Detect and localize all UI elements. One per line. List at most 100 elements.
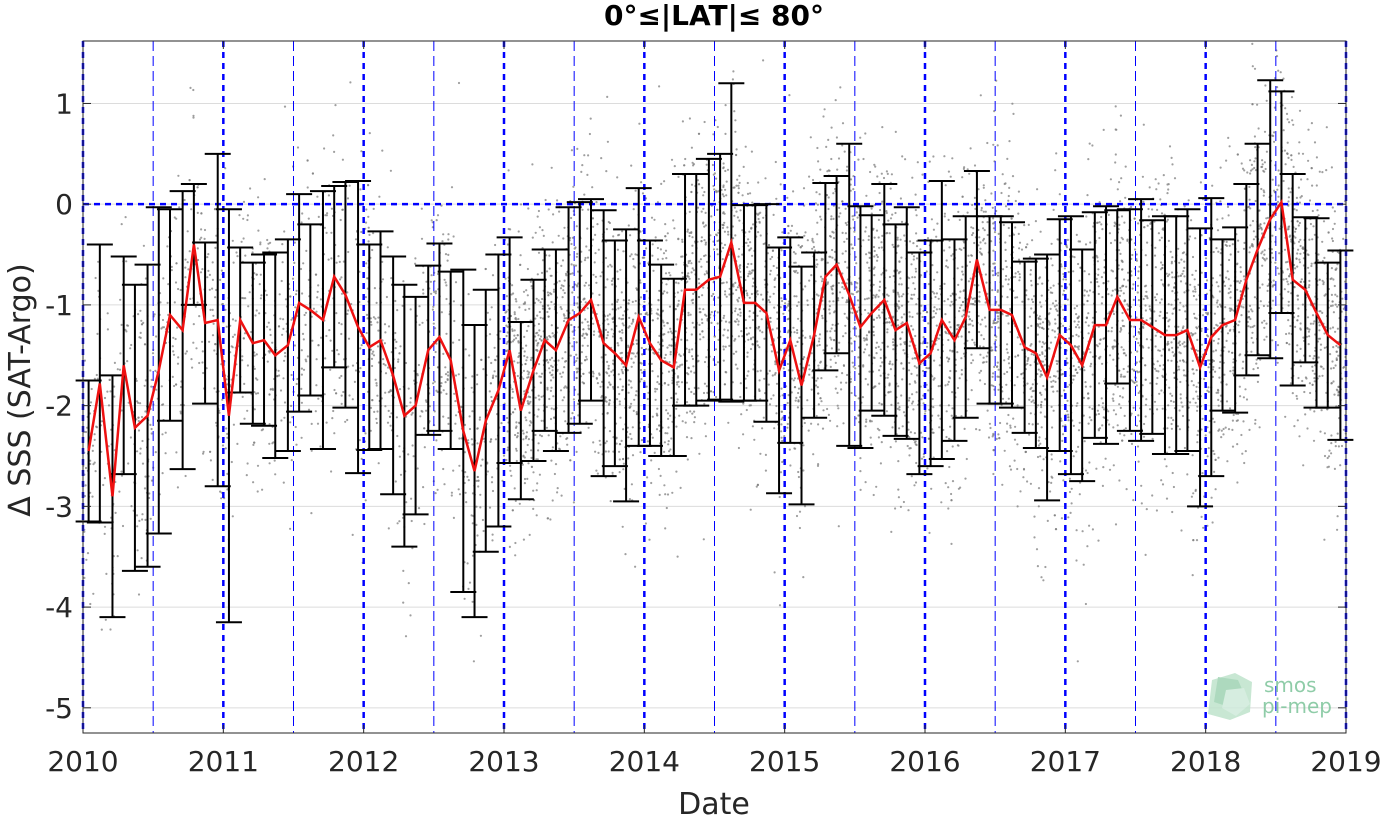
- scatter-point: [255, 309, 258, 312]
- scatter-point: [97, 260, 100, 263]
- scatter-point: [1100, 215, 1103, 219]
- scatter-point: [310, 422, 313, 425]
- scatter-point: [1107, 410, 1110, 413]
- scatter-point: [832, 237, 836, 240]
- scatter-point: [621, 385, 625, 388]
- scatter-point: [417, 363, 420, 367]
- scatter-point: [1112, 426, 1115, 429]
- scatter-point: [827, 413, 831, 416]
- scatter-point: [850, 281, 853, 284]
- scatter-point: [1118, 479, 1121, 482]
- scatter-point: [1183, 260, 1186, 263]
- scatter-point: [880, 441, 883, 444]
- scatter-point: [1116, 424, 1119, 427]
- scatter-point: [747, 275, 750, 278]
- scatter-point: [1113, 239, 1117, 242]
- scatter-point: [1202, 308, 1205, 311]
- scatter-point: [678, 353, 681, 356]
- scatter-point: [383, 323, 387, 326]
- scatter-point: [314, 410, 317, 413]
- scatter-point: [888, 275, 892, 279]
- scatter-point: [1167, 404, 1170, 407]
- scatter-point: [1078, 279, 1081, 282]
- scatter-point: [409, 614, 412, 617]
- scatter-point: [770, 350, 774, 353]
- scatter-point: [539, 434, 542, 437]
- scatter-point: [977, 188, 980, 191]
- scatter-point: [281, 261, 284, 264]
- scatter-point: [668, 305, 672, 308]
- scatter-point: [1142, 346, 1145, 349]
- scatter-point: [260, 294, 263, 297]
- scatter-point: [1173, 177, 1177, 180]
- scatter-point: [1027, 356, 1030, 360]
- scatter-point: [338, 260, 341, 263]
- scatter-point: [516, 374, 519, 378]
- scatter-point: [899, 505, 903, 508]
- scatter-point: [331, 417, 334, 420]
- scatter-point: [91, 449, 94, 452]
- scatter-point: [176, 362, 180, 365]
- scatter-point: [1016, 404, 1019, 407]
- scatter-point: [861, 396, 865, 399]
- scatter-point: [724, 320, 728, 323]
- scatter-point: [457, 373, 460, 376]
- scatter-point: [1083, 369, 1086, 372]
- scatter-point: [1051, 329, 1054, 332]
- scatter-point: [381, 278, 385, 281]
- scatter-point: [120, 409, 123, 412]
- scatter-point: [751, 425, 755, 428]
- scatter-point: [987, 436, 991, 439]
- scatter-point: [1334, 440, 1337, 443]
- scatter-point: [927, 283, 931, 286]
- scatter-point: [1055, 359, 1058, 363]
- scatter-point: [844, 260, 847, 263]
- scatter-point: [963, 166, 966, 169]
- scatter-point: [809, 136, 812, 139]
- scatter-point: [764, 177, 767, 180]
- scatter-point: [831, 230, 834, 233]
- scatter-point: [630, 322, 633, 325]
- scatter-point: [144, 475, 147, 478]
- scatter-point: [643, 380, 646, 383]
- scatter-point: [897, 460, 900, 463]
- scatter-point: [1091, 321, 1094, 324]
- scatter-point: [457, 488, 460, 491]
- scatter-point: [1294, 325, 1297, 328]
- scatter-point: [1296, 265, 1299, 268]
- scatter-point: [382, 358, 385, 361]
- scatter-point: [547, 434, 550, 437]
- scatter-point: [1299, 327, 1302, 330]
- scatter-point: [1311, 369, 1314, 372]
- scatter-point: [1153, 254, 1157, 257]
- scatter-point: [141, 513, 144, 516]
- scatter-point: [968, 260, 972, 264]
- scatter-point: [375, 417, 378, 420]
- scatter-point: [748, 296, 751, 299]
- scatter-point: [769, 273, 772, 276]
- scatter-point: [737, 187, 740, 190]
- scatter-point: [538, 310, 541, 314]
- scatter-point: [1098, 382, 1101, 385]
- scatter-point: [606, 334, 609, 337]
- scatter-point: [802, 366, 805, 369]
- scatter-point: [360, 150, 363, 153]
- scatter-point: [1176, 298, 1180, 301]
- scatter-point: [1229, 370, 1232, 373]
- scatter-point: [900, 283, 903, 286]
- scatter-point: [1194, 269, 1197, 272]
- scatter-point: [524, 308, 527, 311]
- scatter-point: [1169, 392, 1172, 395]
- scatter-point: [507, 227, 510, 231]
- scatter-point: [1195, 390, 1198, 393]
- scatter-point: [873, 249, 876, 253]
- scatter-point: [938, 308, 941, 311]
- scatter-point: [1285, 112, 1289, 115]
- scatter-point: [1207, 386, 1210, 389]
- scatter-point: [1317, 356, 1320, 359]
- scatter-point: [570, 417, 573, 420]
- scatter-point: [702, 308, 705, 311]
- scatter-point: [226, 432, 229, 435]
- scatter-point: [140, 415, 144, 419]
- scatter-point: [95, 425, 98, 428]
